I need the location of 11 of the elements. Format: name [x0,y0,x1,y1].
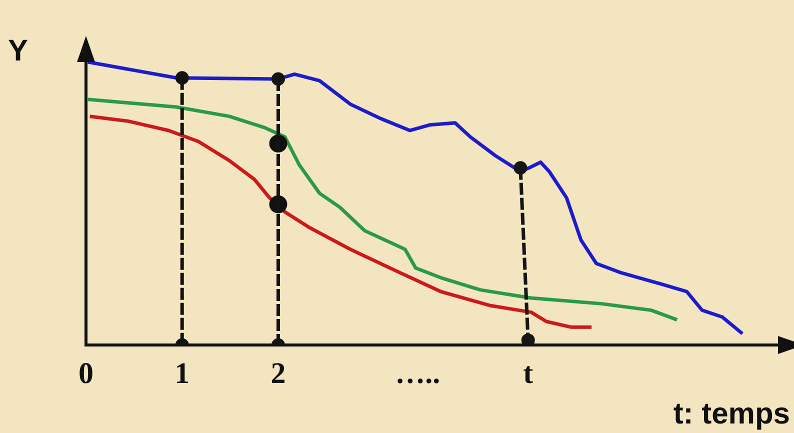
x-tick-label: t [523,356,534,390]
x-tick-label: 2 [270,356,286,390]
x-axis-title: t: temps [673,397,790,430]
point [521,333,535,345]
x-tick-label: ….. [395,356,440,390]
x-tick-label: 0 [78,356,94,390]
point [514,161,528,175]
point [175,71,189,85]
point [271,72,285,86]
x-tick-label: 1 [174,356,190,390]
y-axis-title: Y [8,34,28,68]
